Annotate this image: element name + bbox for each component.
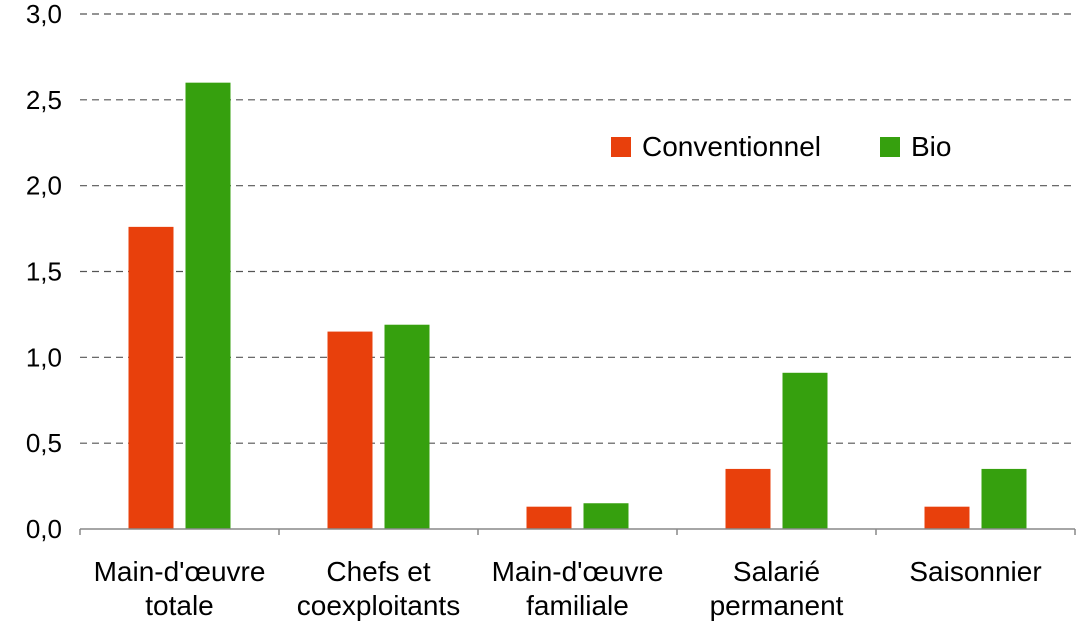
y-tick-label: 2,0 <box>26 171 62 201</box>
bar-conventionnel <box>128 226 174 529</box>
bar-bio <box>981 468 1027 529</box>
y-tick-label: 3,0 <box>26 0 62 29</box>
bar-conventionnel <box>924 506 970 529</box>
x-tick-label: permanent <box>710 590 844 621</box>
legend-label: Conventionnel <box>642 131 821 162</box>
legend-swatch <box>880 137 900 157</box>
x-tick-label: familiale <box>526 590 629 621</box>
y-tick-label: 1,0 <box>26 342 62 372</box>
y-tick-label: 0,0 <box>26 514 62 544</box>
x-tick-label: Main-d'œuvre <box>94 556 266 587</box>
bar-conventionnel <box>327 331 373 529</box>
bar-bio <box>185 82 231 530</box>
bar-bio <box>583 503 629 529</box>
legend-swatch <box>611 137 631 157</box>
bar-conventionnel <box>725 468 771 529</box>
y-tick-label: 2,5 <box>26 85 62 115</box>
x-tick-label: Saisonnier <box>909 556 1041 587</box>
y-tick-label: 0,5 <box>26 428 62 458</box>
bar-bio <box>384 324 430 529</box>
grid <box>80 13 1075 444</box>
legend-label: Bio <box>911 131 951 162</box>
bars <box>128 82 1027 530</box>
x-tick-label: Chefs et <box>326 556 430 587</box>
y-tick-label: 1,5 <box>26 257 62 287</box>
legend: Conventionnel Bio <box>611 131 951 162</box>
x-tick-label: Main-d'œuvre <box>492 556 664 587</box>
axes: 0,00,51,01,52,02,53,0Main-d'œuvretotaleC… <box>26 0 1076 621</box>
x-tick-label: coexploitants <box>297 590 460 621</box>
bar-conventionnel <box>526 506 572 529</box>
x-tick-label: Salarié <box>733 556 820 587</box>
x-tick-label: totale <box>145 590 214 621</box>
bar-bio <box>782 372 828 529</box>
